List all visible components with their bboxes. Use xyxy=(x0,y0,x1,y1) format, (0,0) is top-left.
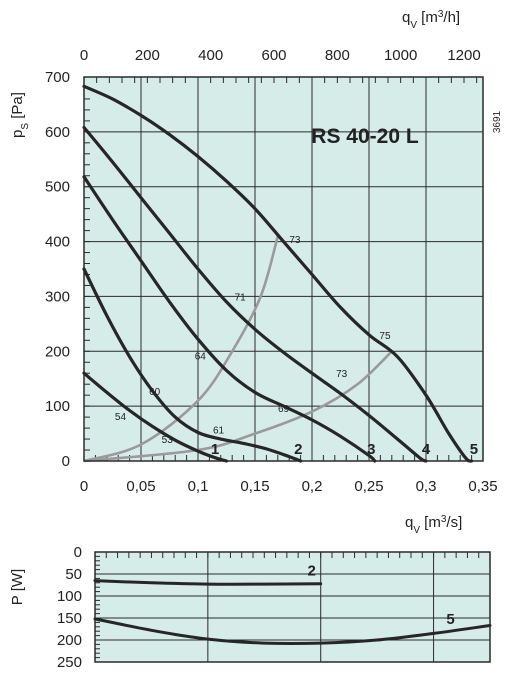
x-tick-label: 0,35 xyxy=(468,478,497,495)
plot-area-upper xyxy=(84,77,483,461)
efficiency-label: 53 xyxy=(162,435,174,446)
y-tick-label: 0 xyxy=(62,453,70,470)
y-tick-label-lower: 100 xyxy=(57,588,82,605)
efficiency-line xyxy=(83,350,393,463)
efficiency-label: 73 xyxy=(336,369,348,380)
x-tick-label: 0,3 xyxy=(416,478,437,495)
x2-axis-title: qV [m3/h] xyxy=(402,9,460,31)
x2-tick-label: 0 xyxy=(80,47,88,64)
y-tick-label: 700 xyxy=(45,69,70,86)
power-curve-label: 5 xyxy=(446,611,454,628)
y-tick-label-lower: 200 xyxy=(57,632,82,649)
x2-tick-label: 1000 xyxy=(384,47,417,64)
x-tick-label: 0,1 xyxy=(188,478,209,495)
efficiency-label: 61 xyxy=(213,426,225,437)
x-tick-label: 0 xyxy=(80,478,88,495)
model-label: RS 40-20 L xyxy=(311,125,419,148)
plot-frame-lower xyxy=(94,551,491,663)
y-tick-label-lower: 0 xyxy=(74,544,82,561)
x-axis-title: qV [m3/s] xyxy=(405,514,462,536)
curve-label: 4 xyxy=(422,441,431,458)
power-curve-label: 2 xyxy=(308,562,316,579)
y-tick-label: 400 xyxy=(45,234,70,251)
fan-curve-2 xyxy=(82,267,303,463)
x-tick-label: 0,2 xyxy=(302,478,323,495)
y-tick-label: 200 xyxy=(45,343,70,360)
y-tick-label: 100 xyxy=(45,398,70,415)
efficiency-label: 73 xyxy=(289,235,301,246)
efficiency-label: 60 xyxy=(149,387,161,398)
fan-curve-5 xyxy=(82,84,474,463)
y-tick-label: 600 xyxy=(45,124,70,141)
x-tick-label: 0,25 xyxy=(354,478,383,495)
plot-frame-upper xyxy=(83,76,484,462)
efficiency-label: 69 xyxy=(278,404,290,415)
x-tick-label: 0,05 xyxy=(126,478,155,495)
x2-tick-label: 400 xyxy=(198,47,223,64)
power-curve-2 xyxy=(93,579,323,586)
power-curve-5 xyxy=(93,617,492,646)
y-tick-label-lower: 150 xyxy=(57,610,82,627)
x2-tick-label: 1200 xyxy=(447,47,480,64)
fan-curve-4 xyxy=(82,125,428,463)
curve-label: 3 xyxy=(367,441,375,458)
x2-tick-label: 800 xyxy=(325,47,350,64)
curve-label: 2 xyxy=(294,441,302,458)
y-axis-title: pS [Pa] xyxy=(9,92,31,138)
y-tick-label-lower: 250 xyxy=(57,654,82,671)
x2-tick-label: 600 xyxy=(261,47,286,64)
efficiency-label: 75 xyxy=(379,331,391,342)
efficiency-label: 54 xyxy=(115,412,127,423)
code-label: 3691 xyxy=(492,110,503,133)
y-tick-label: 500 xyxy=(45,179,70,196)
y-axis-title-lower: P [W] xyxy=(9,569,26,605)
efficiency-label: 64 xyxy=(195,352,207,363)
y-tick-label: 300 xyxy=(45,288,70,305)
efficiency-label: 71 xyxy=(235,292,247,303)
fan-curve-1 xyxy=(82,371,229,463)
curve-label: 5 xyxy=(470,441,478,458)
plot-area-lower xyxy=(95,552,490,662)
x-tick-label: 0,15 xyxy=(240,478,269,495)
x2-tick-label: 200 xyxy=(135,47,160,64)
y-tick-label-lower: 50 xyxy=(65,566,82,583)
efficiency-line xyxy=(83,235,280,463)
curve-label: 1 xyxy=(211,441,219,458)
fan-curve-3 xyxy=(82,175,377,463)
